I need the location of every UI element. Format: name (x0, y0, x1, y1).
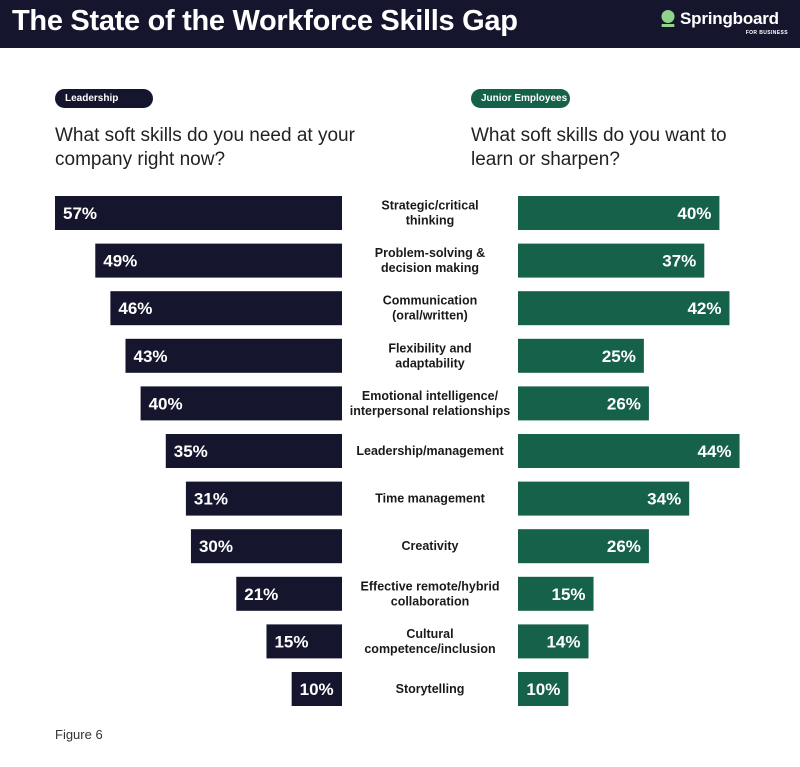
junior-employees-bar (518, 529, 649, 564)
junior-employees-bar (518, 196, 720, 230)
junior-employees-bar (518, 672, 569, 706)
category-label: decision making (381, 261, 479, 275)
springboard-logo-icon (661, 10, 675, 27)
leadership-bar (140, 386, 342, 421)
category-label: Effective remote/hybrid (361, 579, 500, 593)
category-label: Cultural (406, 627, 453, 641)
category-label: Communication (383, 294, 477, 308)
logo-text: Springboard (680, 9, 779, 28)
category-label: Flexibility and (388, 341, 471, 355)
leadership-value-label: 31% (194, 490, 228, 509)
category-label: collaboration (391, 594, 469, 608)
logo-subtext: FOR BUSINESS (745, 30, 788, 36)
junior-employees-bar (518, 291, 730, 326)
leadership-bar (291, 672, 342, 706)
leadership-bar (125, 338, 342, 373)
leadership-value-label: 10% (300, 680, 334, 699)
leadership-value-label: 57% (63, 204, 97, 223)
springboard-logo[interactable]: Springboard FOR BUSINESS (660, 9, 792, 41)
page-header: The State of the Workforce Skills Gap Sp… (0, 0, 800, 48)
leadership-bar (95, 243, 342, 278)
junior-employees-value-label: 26% (607, 394, 641, 413)
category-label: competence/inclusion (364, 642, 495, 656)
leadership-value-label: 40% (149, 394, 183, 413)
leadership-bar (266, 624, 342, 659)
leadership-value-label: 46% (118, 299, 152, 318)
leadership-value-label: 49% (103, 252, 137, 271)
leadership-value-label: 21% (244, 585, 278, 604)
junior-employees-value-label: 42% (687, 299, 721, 318)
category-label: Time management (375, 492, 485, 506)
category-label: thinking (406, 214, 455, 228)
junior-employees-value-label: 14% (546, 632, 580, 651)
category-label: Leadership/management (356, 444, 504, 458)
leadership-bar (55, 196, 342, 230)
leadership-bar (236, 576, 342, 611)
category-label: interpersonal relationships (350, 404, 511, 418)
leadership-bar (110, 291, 343, 326)
junior-employees-question: What soft skills do you want to learn or… (471, 125, 727, 170)
leadership-value-label: 30% (199, 537, 233, 556)
category-label: adaptability (395, 356, 465, 370)
leadership-bar (165, 434, 342, 468)
category-label: Creativity (402, 539, 459, 553)
leadership-bar (185, 481, 342, 516)
leadership-question: What soft skills do you need at your com… (55, 125, 355, 170)
leadership-tag: Leadership (55, 89, 153, 108)
leadership-value-label: 35% (174, 442, 208, 461)
leadership-value-label: 43% (133, 347, 167, 366)
junior-employees-value-label: 15% (551, 585, 585, 604)
junior-employees-bar (518, 434, 740, 468)
category-label: Storytelling (396, 682, 465, 696)
page-title: The State of the Workforce Skills Gap (12, 5, 518, 37)
junior-employees-value-label: 10% (526, 680, 560, 699)
junior-employees-bar (518, 386, 649, 421)
junior-employees-bar (518, 243, 705, 278)
junior-employees-value-label: 40% (677, 204, 711, 223)
junior-employees-value-label: 26% (607, 537, 641, 556)
figure-label: Figure 6 (55, 727, 103, 742)
junior-employees-value-label: 37% (662, 252, 696, 271)
junior-employees-bar (518, 481, 690, 516)
junior-employees-bar (518, 338, 644, 373)
leadership-bar (190, 529, 342, 564)
leadership-value-label: 15% (274, 632, 308, 651)
category-label: Strategic/critical (381, 199, 478, 213)
junior-employees-value-label: 25% (602, 347, 636, 366)
junior-employees-bar (518, 624, 589, 659)
junior-employees-bar (518, 576, 594, 611)
category-label: (oral/written) (392, 309, 468, 323)
junior-employees-tag: Junior Employees (471, 89, 570, 108)
junior-employees-value-label: 44% (698, 442, 732, 461)
category-label: Emotional intelligence/ (362, 389, 499, 403)
category-label: Problem-solving & (375, 246, 485, 260)
junior-employees-value-label: 34% (647, 490, 681, 509)
